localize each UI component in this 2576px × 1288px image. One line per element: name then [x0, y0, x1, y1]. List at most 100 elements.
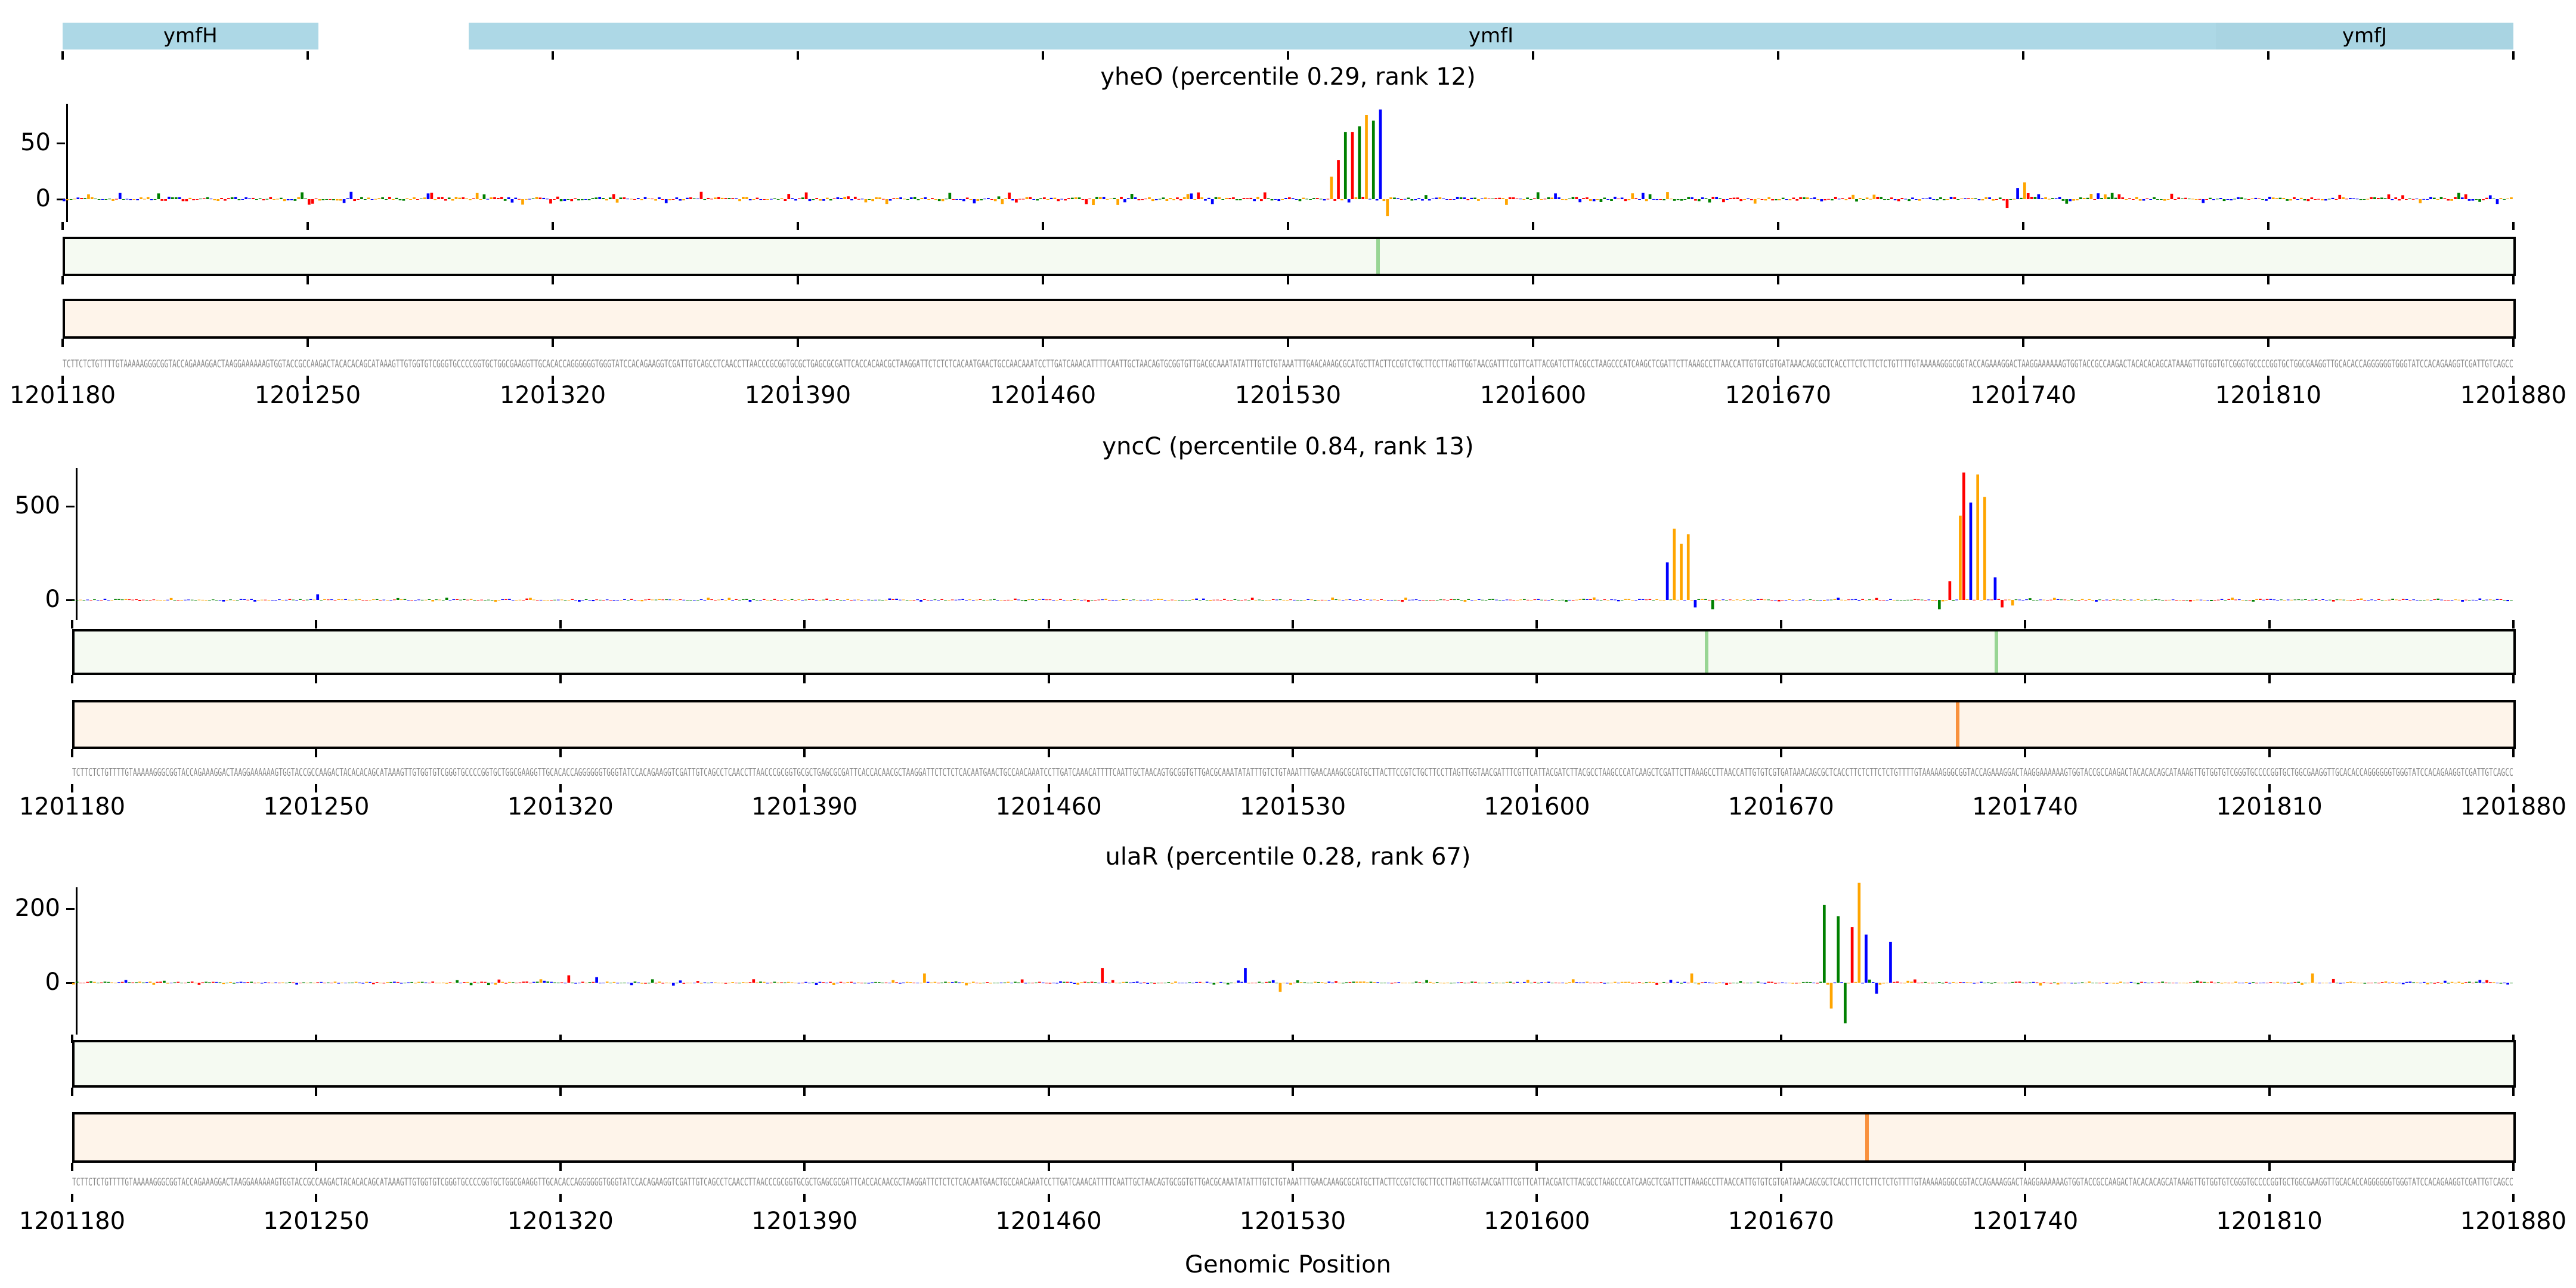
x-tick [1042, 222, 1044, 230]
x-tick [803, 749, 806, 757]
logo-base-A [220, 198, 223, 199]
logo-base-T [1036, 199, 1039, 201]
logo-base-G [1564, 199, 1568, 200]
logo-base-T [2439, 197, 2443, 199]
gene-bar-ymfH[interactable]: ymfH [63, 23, 318, 49]
logo-base-T [580, 199, 584, 200]
logo-base-C [222, 600, 225, 602]
logo-base-A [1997, 599, 2001, 600]
gene-bar-ymfJ[interactable]: ymfJ [2215, 23, 2513, 49]
logo-base-C [1537, 599, 1540, 600]
logo-base-A [2499, 599, 2503, 600]
logo-base-A [185, 199, 188, 202]
x-tick [2512, 675, 2515, 683]
logo-base-G [434, 199, 437, 200]
x-tick [552, 376, 554, 384]
logo-base-T [2100, 197, 2103, 199]
logo-base-G [1169, 197, 1172, 199]
logo-base-C [2041, 198, 2044, 199]
logo-base-A [1038, 982, 1041, 983]
logo-base-C [1962, 982, 1965, 983]
logo-base-C [426, 193, 430, 199]
x-tick [1779, 1163, 1782, 1171]
logo-base-C [2471, 199, 2475, 201]
logo-base-G [367, 197, 370, 199]
x-tick [2512, 1194, 2515, 1202]
logo-base-G [339, 199, 342, 201]
logo-base-A [2356, 599, 2360, 600]
green-attribution-track [72, 1040, 2516, 1088]
logo-base-G [386, 982, 389, 983]
logo-base-G [1218, 197, 1221, 199]
logo-base-C [822, 199, 825, 201]
logo-base-G [2138, 199, 2142, 201]
gene-bar-ymfI[interactable]: ymfI [469, 23, 2513, 49]
logo-base-A [1750, 199, 1753, 200]
logo-base-A [895, 982, 898, 983]
logo-base-G [1172, 199, 1175, 200]
x-tick [2022, 222, 2024, 230]
logo-base-G [1872, 194, 1876, 199]
logo-base-A [525, 981, 528, 983]
logo-base-C [243, 599, 246, 600]
x-tick [2268, 784, 2271, 792]
logo-base-C [2142, 199, 2145, 201]
logo-base-T [577, 199, 580, 201]
x-tick [1532, 376, 1534, 384]
logo-base-G [445, 983, 448, 984]
logo-base-C [168, 196, 171, 199]
x-tick [1779, 675, 1782, 683]
logo-base-C [630, 983, 633, 986]
logo-base-T [97, 199, 101, 200]
logo-base-A [979, 599, 982, 600]
logo-base-T [114, 599, 117, 600]
logo-base-T [1936, 199, 1939, 200]
x-tick [559, 675, 562, 683]
x-tick-label: 1201460 [995, 793, 1102, 821]
logo-base-A [1897, 199, 1900, 202]
logo-base-G [720, 197, 724, 199]
logo-base-G [374, 199, 377, 200]
logo-base-G [682, 199, 685, 200]
logo-base-T [1278, 599, 1282, 600]
logo-base-C [342, 199, 346, 203]
logo-base-A [1048, 599, 1052, 600]
logo-base-C [1988, 197, 1991, 199]
x-tick-label: 1201250 [254, 382, 361, 409]
logo-base-C [919, 600, 922, 602]
logo-base-G [1714, 983, 1718, 984]
logo-base-C [550, 982, 553, 983]
logo-base-A [1875, 597, 1878, 600]
logo-base-G [525, 199, 528, 200]
logo-base-A [2370, 197, 2373, 199]
logo-base-C [1041, 599, 1045, 600]
logo-base-C [950, 982, 954, 983]
logo-base-G [229, 982, 232, 983]
logo-base-T [829, 199, 832, 201]
logo-base-A [504, 599, 507, 600]
logo-base-G [2056, 983, 2060, 985]
logo-base-C [899, 983, 902, 984]
logo-base-T [868, 199, 871, 200]
logo-base-C [1893, 199, 1897, 200]
logo-base-G [1053, 197, 1057, 199]
logo-base-A [1250, 597, 1254, 600]
logo-base-G [2052, 597, 2056, 600]
logo-base-C [2237, 599, 2241, 600]
logo-base-C [1195, 982, 1198, 983]
logo-base-G [2419, 199, 2422, 203]
logo-base-C [1414, 199, 1417, 200]
logo-base-A [773, 599, 776, 600]
y-axis-line [76, 887, 78, 1035]
logo-base-A [292, 982, 295, 983]
logo-base-A [538, 197, 542, 199]
logo-base-T [69, 199, 73, 200]
logo-base-G [1983, 497, 1986, 600]
logo-base-A [1401, 600, 1404, 602]
logo-base-T [2161, 982, 2164, 983]
logo-base-A [571, 599, 574, 600]
logo-base-T [1883, 199, 1886, 200]
logo-base-A [1143, 982, 1146, 983]
logo-base-G [668, 199, 671, 200]
logo-base-G [896, 197, 899, 199]
